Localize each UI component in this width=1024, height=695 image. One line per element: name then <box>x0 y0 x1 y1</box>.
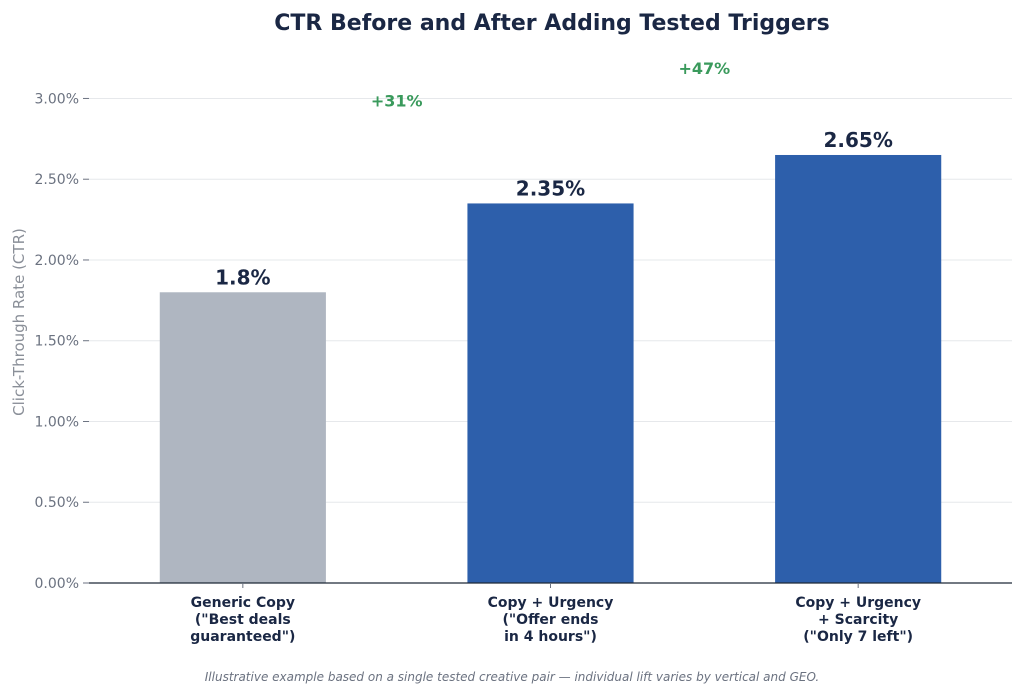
chart-title: CTR Before and After Adding Tested Trigg… <box>274 11 829 36</box>
footnote: Illustrative example based on a single t… <box>205 670 819 684</box>
y-tick-label: 2.50% <box>35 172 79 188</box>
y-tick-label: 0.50% <box>35 495 79 511</box>
x-tick-label: Generic Copy ("Best deals guaranteed") <box>190 595 295 645</box>
bar-value-label: 1.8% <box>215 265 270 289</box>
y-tick-label: 0.00% <box>35 576 79 592</box>
y-tick-label: 2.00% <box>35 253 79 269</box>
bar <box>467 203 634 583</box>
x-tick-label: Copy + Urgency + Scarcity ("Only 7 left") <box>795 595 921 645</box>
bars <box>159 154 942 583</box>
lift-annotation: +31% <box>371 91 423 110</box>
lift-annotation: +47% <box>678 59 730 78</box>
axes: 0.00% 0.50% 1.00% 1.50% 2.00% 2.50% 3.00% <box>35 91 1012 592</box>
bar <box>159 292 326 583</box>
x-tick-label: Copy + Urgency ("Offer ends in 4 hours") <box>488 595 614 645</box>
bar <box>775 154 942 583</box>
y-tick-label: 1.50% <box>35 334 79 350</box>
y-axis-label: Click-Through Rate (CTR) <box>10 228 28 416</box>
bar-value-label: 2.65% <box>823 128 892 152</box>
labels: 1.8% Generic Copy ("Best deals guaranteed")… <box>190 59 921 645</box>
y-tick-label: 3.00% <box>35 91 79 107</box>
bar-value-label: 2.35% <box>516 176 585 200</box>
y-tick-label: 1.00% <box>35 414 79 430</box>
